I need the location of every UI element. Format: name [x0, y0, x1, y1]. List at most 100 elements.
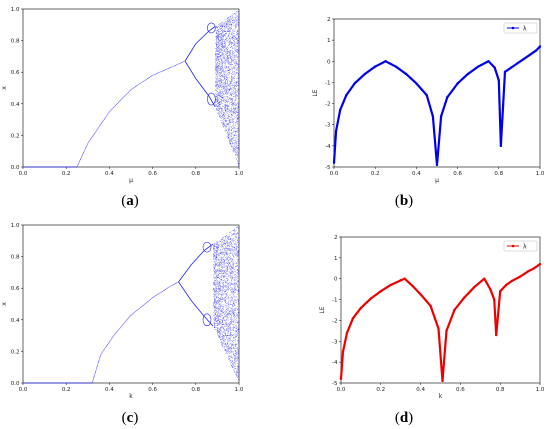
chaos-point	[218, 87, 220, 88]
chaos-point	[233, 89, 235, 91]
chaos-point	[226, 248, 227, 249]
chaos-point	[223, 324, 224, 325]
chaos-point	[217, 83, 219, 84]
chaos-point	[235, 309, 237, 311]
chaos-point	[225, 311, 226, 313]
chaos-point	[236, 63, 237, 64]
chaos-point	[216, 33, 217, 34]
chaos-point	[230, 268, 231, 270]
chaos-point	[227, 237, 229, 239]
chaos-point	[227, 318, 228, 319]
chaos-point	[237, 270, 239, 272]
chaos-point	[222, 237, 224, 239]
chaos-point	[216, 254, 217, 256]
chaos-point	[218, 38, 219, 39]
chaos-point	[225, 47, 227, 48]
chaos-point	[237, 277, 239, 279]
chaos-point	[217, 110, 219, 111]
chaos-point	[215, 272, 216, 273]
chaos-point	[238, 53, 239, 54]
chaos-point	[222, 92, 223, 93]
chaos-point	[232, 358, 233, 359]
chaos-point	[238, 165, 239, 166]
chaos-point	[238, 140, 240, 141]
chaos-point	[224, 239, 225, 241]
chaos-point	[217, 98, 219, 100]
chaos-point	[232, 37, 234, 39]
chaos-point	[216, 291, 217, 292]
chaos-point	[219, 112, 221, 113]
chaos-point	[230, 130, 232, 131]
chaos-point	[234, 65, 236, 67]
chaos-point	[229, 353, 231, 354]
chaos-point	[227, 85, 229, 86]
chaos-point	[232, 150, 234, 152]
chaos-point	[236, 334, 237, 336]
chaos-point	[227, 343, 229, 344]
chaos-point	[224, 336, 225, 337]
chaos-point	[234, 232, 236, 234]
chaos-point	[227, 123, 228, 124]
chaos-point	[224, 108, 225, 110]
chaos-point	[226, 350, 228, 352]
chaos-point	[218, 50, 219, 52]
chaos-point	[224, 249, 225, 250]
chaos-point	[218, 308, 220, 309]
chaos-point	[231, 344, 233, 346]
chaos-point	[229, 132, 230, 133]
chaos-point	[227, 22, 229, 23]
chaos-point	[222, 121, 224, 123]
chaos-point	[225, 83, 226, 85]
chaos-point	[216, 63, 218, 64]
chaos-point	[214, 303, 215, 305]
chaos-point	[219, 52, 220, 53]
chaos-point	[226, 258, 227, 259]
chaos-point	[234, 278, 236, 280]
chaos-point	[231, 345, 233, 346]
chaos-point	[237, 150, 238, 152]
chaos-point	[225, 78, 227, 80]
chaos-point	[217, 54, 218, 55]
chaos-point	[231, 248, 233, 250]
chaos-point	[217, 55, 218, 57]
chaos-point	[222, 117, 224, 118]
chaos-point	[216, 39, 217, 40]
chaos-point	[230, 238, 231, 239]
chaos-point	[217, 100, 218, 102]
chaos-point	[229, 133, 231, 134]
chaos-point	[238, 328, 239, 330]
chaos-point	[219, 93, 221, 94]
chaos-point	[235, 118, 237, 120]
chaos-point	[226, 120, 227, 121]
chaos-point	[229, 313, 230, 315]
chaos-point	[236, 322, 238, 324]
chaos-point	[225, 34, 226, 36]
chaos-point	[216, 44, 217, 45]
chaos-point	[221, 71, 223, 72]
chaos-point	[225, 42, 226, 44]
chaos-point	[228, 245, 230, 246]
chaos-point	[238, 244, 240, 246]
chaos-point	[231, 94, 233, 96]
chaos-point	[227, 269, 229, 270]
chaos-point	[220, 311, 221, 312]
chaos-point	[220, 40, 222, 41]
chaos-point	[221, 79, 222, 80]
chaos-point	[233, 102, 235, 103]
chaos-point	[224, 262, 226, 263]
chaos-point	[214, 282, 215, 283]
chaos-point	[222, 68, 223, 70]
x-tick-label: 0.2	[371, 171, 380, 177]
chaos-point	[233, 13, 234, 15]
chaos-point	[229, 121, 231, 122]
chaos-point	[234, 107, 236, 109]
chaos-point	[238, 78, 239, 79]
chaos-point	[229, 68, 230, 70]
chaos-point	[230, 139, 232, 141]
chaos-point	[235, 355, 236, 357]
chaos-point	[224, 272, 226, 274]
chaos-point	[227, 20, 229, 22]
chaos-point	[233, 126, 235, 128]
chaos-point	[214, 268, 215, 270]
chaos-point	[213, 327, 215, 328]
